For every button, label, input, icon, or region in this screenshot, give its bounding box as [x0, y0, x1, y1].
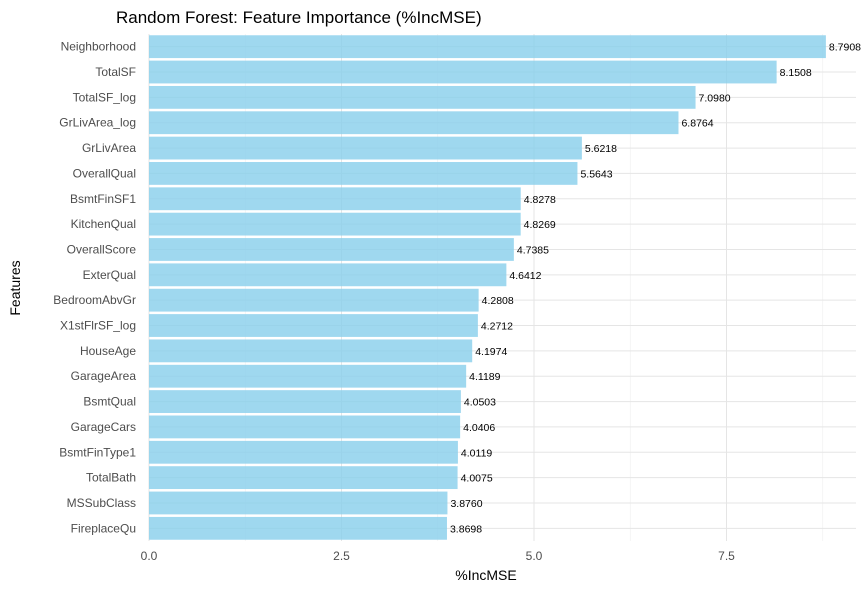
bar: [149, 111, 679, 135]
y-tick-label: BsmtQual: [83, 395, 136, 409]
y-tick-label: FireplaceQu: [71, 521, 136, 535]
bar: [149, 440, 458, 464]
y-tick-label: MSSubClass: [67, 496, 136, 510]
y-tick-label: TotalSF: [95, 65, 136, 79]
y-tick-label: OverallQual: [73, 166, 136, 180]
data-label: 6.8764: [681, 118, 713, 130]
x-tick-label: 7.5: [718, 549, 735, 563]
bar: [149, 35, 826, 59]
y-tick-label: GarageCars: [71, 420, 136, 434]
y-tick-label: TotalBath: [86, 471, 136, 485]
bar: [149, 60, 777, 84]
y-tick-label: BsmtFinType1: [59, 445, 136, 459]
data-label: 3.8698: [450, 523, 482, 535]
x-tick-label: 5.0: [526, 549, 543, 563]
bar: [149, 415, 461, 439]
y-tick-label: BsmtFinSF1: [70, 192, 136, 206]
y-tick-labels: Neighborhood TotalSF TotalSF_log GrLivArea_…: [53, 40, 136, 536]
x-tick-label: 0.0: [141, 549, 158, 563]
bar: [149, 466, 458, 490]
y-axis-title: Features: [7, 260, 23, 315]
y-tick-label: BedroomAbvGr: [53, 293, 136, 307]
y-tick-label: X1stFlrSF_log: [60, 319, 136, 333]
data-label: 4.0406: [463, 422, 495, 434]
data-label: 8.7908: [829, 42, 861, 54]
bar: [149, 390, 461, 413]
bar: [149, 364, 467, 388]
data-label: 4.6412: [509, 270, 541, 282]
data-label: 4.1974: [475, 346, 507, 358]
bar: [149, 212, 521, 236]
data-label: 4.2712: [481, 321, 513, 333]
data-label: 4.1189: [469, 371, 500, 383]
bar: [149, 491, 448, 515]
data-label: 4.0119: [461, 447, 492, 459]
bar: [149, 136, 582, 160]
y-tick-label: OverallScore: [67, 242, 137, 256]
data-label: 4.8269: [524, 219, 556, 231]
data-label: 7.0980: [699, 92, 731, 104]
y-tick-label: GarageArea: [71, 369, 137, 383]
bar: [149, 238, 514, 261]
y-tick-label: KitchenQual: [71, 217, 136, 231]
y-tick-label: Neighborhood: [61, 40, 136, 54]
data-label: 5.6218: [585, 143, 617, 155]
bar: [149, 263, 507, 287]
y-tick-label: HouseAge: [80, 344, 136, 358]
bar: [149, 187, 521, 211]
x-tick-label: 2.5: [333, 549, 350, 563]
data-labels: 8.7908 8.1508 7.0980 6.8764 5.6218 5.5643 4.82…: [450, 42, 861, 536]
data-label: 4.0503: [464, 397, 496, 409]
bars: [149, 35, 826, 540]
bar: [149, 314, 478, 337]
bar: [149, 162, 578, 185]
data-label: 8.1508: [780, 67, 812, 79]
chart-title: Random Forest: Feature Importance (%IncM…: [116, 8, 482, 27]
data-label: 4.0075: [461, 473, 493, 485]
data-label: 4.7385: [517, 244, 549, 256]
y-tick-label: TotalSF_log: [73, 90, 136, 104]
x-axis-title: %IncMSE: [455, 567, 516, 583]
bar: [149, 339, 473, 363]
data-label: 4.8278: [524, 194, 556, 206]
y-tick-label: GrLivArea_log: [59, 116, 136, 130]
y-tick-label: ExterQual: [83, 268, 136, 282]
data-label: 4.2808: [482, 295, 514, 307]
grid: [148, 34, 856, 541]
bar: [149, 516, 447, 540]
bar: [149, 288, 479, 312]
data-label: 5.5643: [580, 168, 612, 180]
y-tick-label: GrLivArea: [82, 141, 136, 155]
x-tick-labels: 0.0 2.5 5.0 7.5: [141, 549, 736, 563]
bar: [149, 85, 696, 109]
data-label: 3.8760: [450, 498, 482, 510]
